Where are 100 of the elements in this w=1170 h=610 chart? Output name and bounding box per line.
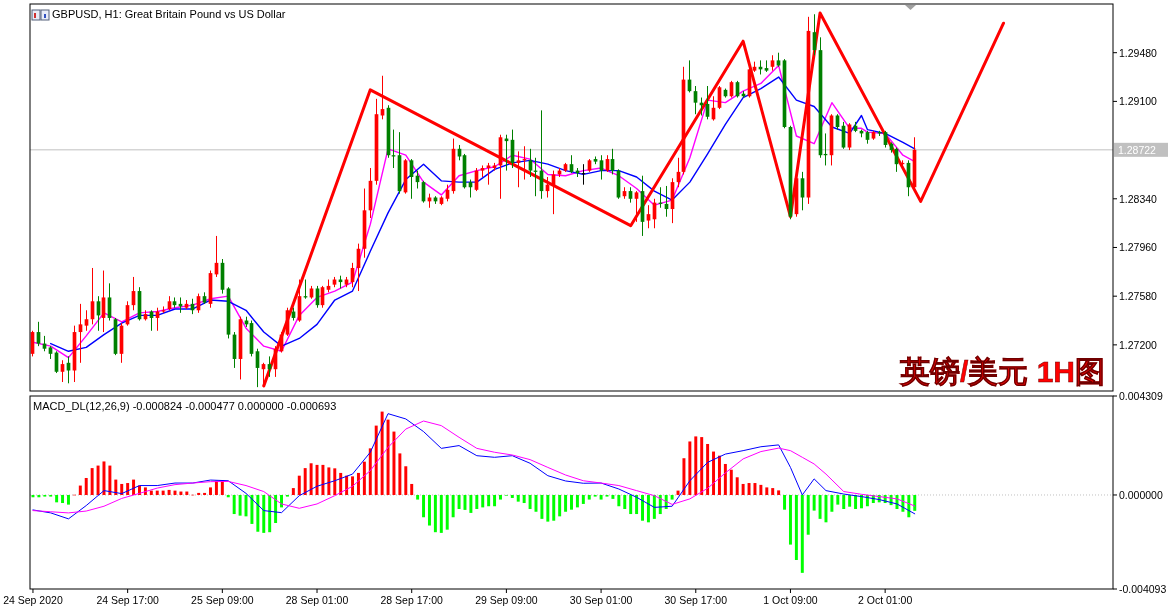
bar [729,469,733,495]
bar [635,494,639,515]
y-tick-label: 1.29100 [1119,95,1158,108]
bar [641,494,644,521]
bar [155,490,159,495]
bar [250,494,254,524]
bar [457,494,461,509]
bar [794,494,798,560]
bar [836,494,840,505]
bar [510,494,514,498]
bar [238,494,242,516]
bar [830,494,834,512]
bar [161,490,165,495]
bar [741,483,745,495]
bar [806,494,810,535]
bar [682,458,686,495]
bar [392,431,396,495]
bar [487,494,491,507]
candlestick [516,150,521,188]
bar [599,494,603,500]
bar [220,480,224,495]
bar [499,494,502,500]
bar [416,494,420,500]
bar [646,494,650,523]
bar [522,494,526,504]
x-tick-label: 24 Sep 2020 [3,594,63,606]
bar [611,494,615,499]
bar [386,419,390,495]
y-tick-label: 0.000000 [1119,488,1163,501]
x-tick-label: 29 Sep 09:00 [475,594,538,606]
candlestick [486,162,491,186]
bar [102,461,106,495]
bar [481,494,485,508]
x-tick-label: 28 Sep 01:00 [285,594,349,606]
bar [120,483,124,495]
bar [540,494,544,519]
bar [309,463,313,495]
bar [812,494,816,511]
bar [404,466,408,495]
y-tick-label: 1.27200 [1119,338,1158,351]
bar [528,494,532,509]
bar [623,494,627,509]
bar [546,494,550,522]
bar [433,494,437,533]
bar [706,443,710,495]
bar [374,425,378,495]
bar [321,464,325,495]
bar [652,494,656,519]
bar [735,477,739,495]
bar [700,437,704,495]
bar [149,490,153,495]
bar [439,494,443,533]
bar [493,494,497,507]
x-tick-label: 30 Sep 17:00 [664,594,728,606]
bar [694,436,698,495]
bar [712,451,716,495]
bar [723,463,727,495]
y-tick-label: -0.004093 [1119,583,1167,595]
bar [368,448,372,495]
bar [90,468,94,495]
bar [315,464,319,495]
bar [753,483,757,495]
bar [203,492,207,495]
bar [913,494,917,511]
y-tick-label: 0.004309 [1119,390,1163,402]
x-tick-label: 28 Sep 17:00 [380,594,444,606]
ref-line-label: 1.28722 [1118,143,1157,156]
bar [297,475,301,495]
bar [747,483,751,495]
bar [398,453,402,495]
chart-title: MACD_DL(12,26,9) -0.000824 -0.000477 0.000000 -0.000693 [33,400,337,412]
y-tick-label: 1.28340 [1119,192,1158,205]
bar [451,494,455,518]
bar [587,494,591,500]
bar [61,494,65,504]
bar [717,455,721,495]
x-tick-label: 30 Sep 01:00 [569,594,633,606]
bar [558,494,562,517]
bar [185,491,189,495]
bar [445,494,449,530]
bar [581,494,585,504]
bar [765,487,769,495]
y-tick-label: 1.27580 [1119,290,1158,303]
bar [570,494,573,510]
bar [303,468,307,495]
bar [84,477,88,495]
bar [463,494,467,510]
bar [427,494,431,526]
bar [783,494,787,510]
bar [232,494,236,515]
bar [848,494,852,507]
bar [291,488,295,495]
bar [209,487,212,495]
bar [422,494,426,518]
bar [629,494,633,515]
bar [333,468,337,495]
bar [759,484,763,495]
bar [108,465,112,495]
bar [66,494,70,505]
bar [818,494,822,519]
